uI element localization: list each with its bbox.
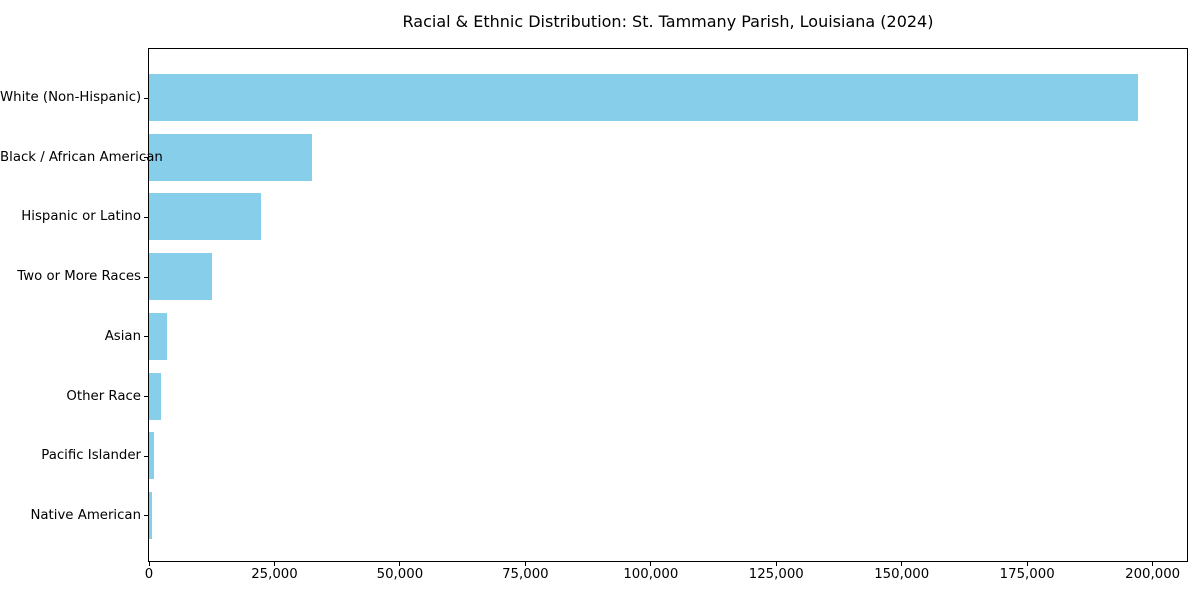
x-tick-label-25000: 25,000 xyxy=(251,567,298,582)
y-tick-mark-native-american xyxy=(144,515,148,517)
y-tick-label-hispanic-or-latino: Hispanic or Latino xyxy=(21,209,141,225)
x-tick-mark-200000 xyxy=(1152,562,1154,566)
x-tick-mark-0 xyxy=(148,562,150,566)
y-tick-label-native-american: Native American xyxy=(30,507,141,523)
bar-two-or-more-races xyxy=(149,253,213,301)
x-tick-mark-75000 xyxy=(524,562,526,566)
y-tick-mark-other-race xyxy=(144,396,148,397)
y-tick-label-asian: Asian xyxy=(104,328,141,344)
bar-pacific-islander xyxy=(149,432,154,480)
x-tick-mark-150000 xyxy=(901,562,903,566)
x-tick-label-50000: 50,000 xyxy=(376,567,424,582)
y-tick-label-pacific-islander: Pacific Islander xyxy=(41,448,141,464)
chart-title: Racial & Ethnic Distribution: St. Tamman… xyxy=(402,12,934,31)
bar-hispanic-or-latino xyxy=(149,193,261,241)
x-tick-label-175000: 175,000 xyxy=(999,567,1055,582)
x-tick-label-200000: 200,000 xyxy=(1125,567,1181,582)
x-tick-label-0: 0 xyxy=(144,567,154,582)
x-tick-label-75000: 75,000 xyxy=(502,567,549,582)
y-tick-mark-black-african-american xyxy=(144,157,148,159)
y-tick-mark-hispanic-or-latino xyxy=(144,216,148,218)
y-tick-mark-pacific-islander xyxy=(144,455,148,457)
y-tick-mark-white-non-hispanic xyxy=(144,97,148,99)
bar-other-race xyxy=(149,372,162,420)
x-tick-mark-25000 xyxy=(273,562,275,566)
bar-white-non-hispanic xyxy=(149,74,1138,121)
x-tick-label-100000: 100,000 xyxy=(623,567,679,582)
x-tick-mark-100000 xyxy=(650,562,652,566)
plot-area xyxy=(148,48,1188,562)
y-tick-label-other-race: Other Race xyxy=(66,388,141,404)
x-tick-mark-125000 xyxy=(775,562,777,566)
y-tick-mark-asian xyxy=(144,336,148,338)
x-tick-mark-175000 xyxy=(1026,562,1028,566)
y-tick-label-two-or-more-races: Two or More Races xyxy=(17,269,141,285)
x-tick-label-125000: 125,000 xyxy=(748,567,804,582)
x-tick-mark-50000 xyxy=(399,562,401,566)
y-tick-label-white-non-hispanic: White (Non-Hispanic) xyxy=(0,90,142,105)
y-tick-label-black-african-american: Black / African American xyxy=(0,149,163,165)
y-tick-mark-two-or-more-races xyxy=(144,276,148,278)
x-tick-label-150000: 150,000 xyxy=(874,567,930,582)
bar-native-american xyxy=(149,491,152,539)
bar-black-african-american xyxy=(149,133,313,181)
bar-asian xyxy=(149,312,168,360)
